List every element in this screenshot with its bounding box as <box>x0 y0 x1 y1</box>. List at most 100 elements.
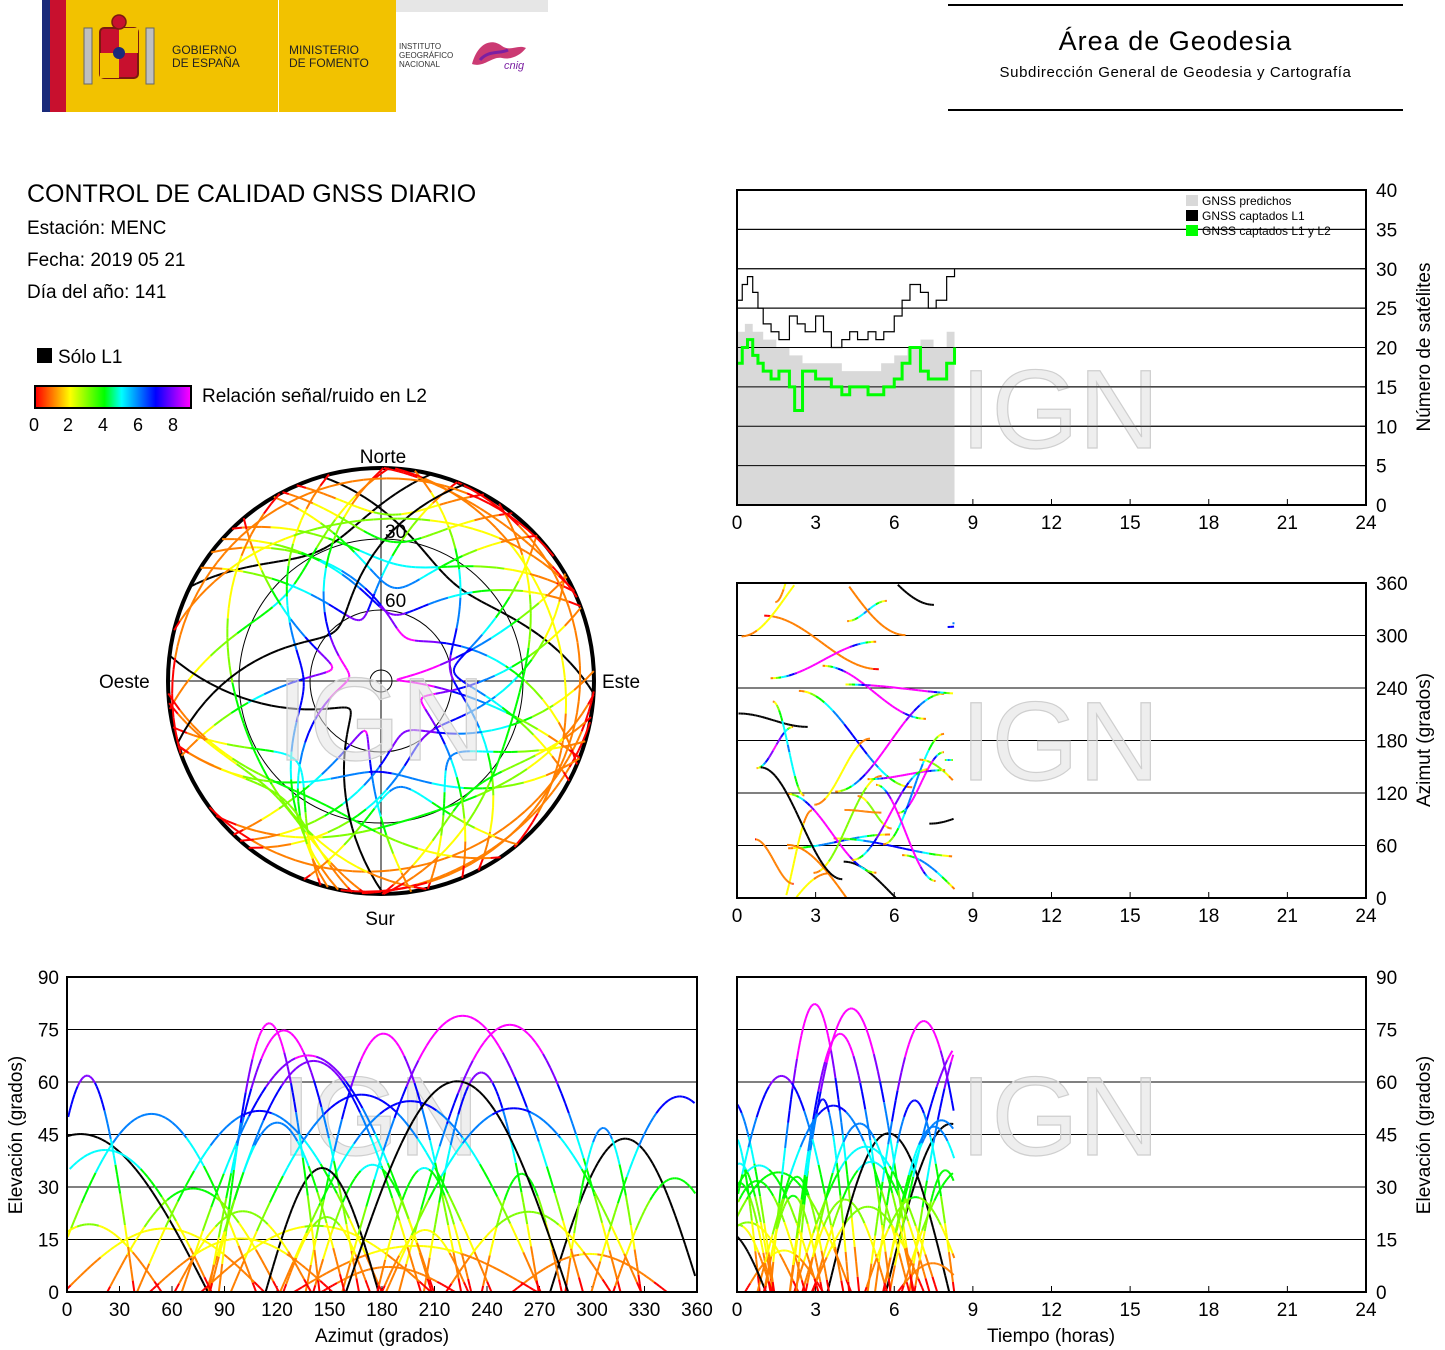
sky-track-segment <box>291 807 296 812</box>
sky-track-segment <box>353 547 361 552</box>
sky-track-segment <box>509 826 520 836</box>
track-segment <box>832 783 837 788</box>
sky-track-segment <box>449 868 462 876</box>
sky-track-segment <box>250 523 259 535</box>
sky-track-segment <box>339 833 348 837</box>
track-segment <box>936 765 940 769</box>
track-segment <box>116 1173 120 1184</box>
track-segment <box>833 849 837 854</box>
track-segment <box>614 1202 619 1213</box>
track-segment <box>556 1273 561 1280</box>
track-segment <box>344 1080 351 1088</box>
sky-track-segment <box>524 757 531 762</box>
track-segment <box>632 1241 636 1250</box>
sky-track-segment <box>347 528 352 533</box>
sky-track-segment <box>278 646 286 652</box>
track-segment <box>829 647 834 652</box>
track-segment <box>840 789 844 792</box>
sky-track-segment <box>564 713 567 723</box>
sky-track-segment <box>236 557 246 565</box>
track-segment <box>393 1260 398 1265</box>
track-segment <box>577 1244 582 1249</box>
track-segment <box>447 1144 452 1155</box>
sky-track-segment <box>471 502 477 507</box>
track-segment <box>826 794 830 798</box>
sky-track-segment <box>537 790 546 799</box>
track-segment <box>307 1144 314 1152</box>
sky-track-segment <box>343 610 348 616</box>
sky-track-segment <box>444 818 449 824</box>
sky-track-segment <box>531 812 539 823</box>
track-segment <box>377 1153 384 1167</box>
track-segment <box>280 1240 285 1246</box>
sky-track-segment <box>413 517 422 521</box>
track-segment <box>435 1246 441 1250</box>
track-segment <box>659 1177 664 1184</box>
track-segment <box>551 1249 555 1256</box>
sky-track-segment <box>412 777 419 782</box>
sky-track-segment <box>364 730 368 734</box>
track-segment <box>489 1033 496 1041</box>
sky-track-segment <box>524 539 530 545</box>
track-segment <box>365 1239 371 1244</box>
track-segment <box>601 1151 606 1156</box>
track-segment <box>213 1134 220 1141</box>
sky-track-segment <box>375 504 381 510</box>
track-segment <box>341 1197 346 1203</box>
track-segment <box>806 812 810 815</box>
sky-track-segment <box>349 520 358 524</box>
sky-track-segment <box>303 874 311 881</box>
sky-track-segment <box>176 634 182 647</box>
track-segment <box>927 876 931 880</box>
track-segment <box>775 864 779 868</box>
track-segment <box>495 1091 500 1097</box>
track-segment <box>524 1283 530 1289</box>
track-segment <box>791 766 795 771</box>
sky-track-segment <box>449 669 452 674</box>
track-segment <box>209 1139 216 1147</box>
track-segment <box>549 1067 555 1077</box>
track-segment <box>831 786 835 790</box>
track-segment <box>593 1195 600 1210</box>
sky-track-segment <box>431 801 437 807</box>
sky-track-segment <box>298 571 304 577</box>
track-segment <box>847 672 852 676</box>
track-segment <box>857 857 860 860</box>
sky-track-segment <box>341 812 348 818</box>
track-segment <box>260 1217 264 1221</box>
sky-track-segment <box>519 768 528 775</box>
track-segment <box>899 586 904 590</box>
sky-track-segment <box>231 682 236 692</box>
sky-track-segment <box>208 574 217 580</box>
track-segment <box>156 1235 163 1246</box>
sky-track-segment <box>479 507 485 512</box>
track-segment <box>232 1214 237 1220</box>
track-segment <box>860 866 864 870</box>
sky-track-segment <box>454 548 459 560</box>
sky-track-segment <box>463 650 468 656</box>
track-segment <box>367 1041 372 1047</box>
track-segment <box>530 1246 534 1258</box>
track-segment <box>906 592 910 596</box>
sky-track-segment <box>490 631 502 640</box>
sky-track-segment <box>342 615 346 620</box>
track-segment <box>477 1071 480 1075</box>
track-segment <box>401 1100 407 1104</box>
track-segment <box>842 892 848 899</box>
track-segment <box>899 723 905 729</box>
sky-track-segment <box>433 640 440 644</box>
track-segment <box>288 1031 292 1035</box>
sky-track-segment <box>362 515 368 521</box>
sky-track-segment <box>254 656 264 663</box>
sky-track-segment <box>454 683 459 689</box>
track-segment <box>175 1283 180 1289</box>
track-segment <box>809 664 814 668</box>
sky-track-segment <box>526 808 536 819</box>
sky-track-segment <box>545 769 558 777</box>
y-tick-label: 30 <box>38 1178 59 1199</box>
track-segment <box>811 878 815 882</box>
sky-track-segment <box>317 846 322 853</box>
track-segment <box>313 1204 321 1215</box>
track-segment <box>278 1237 283 1242</box>
track-segment <box>797 788 801 791</box>
